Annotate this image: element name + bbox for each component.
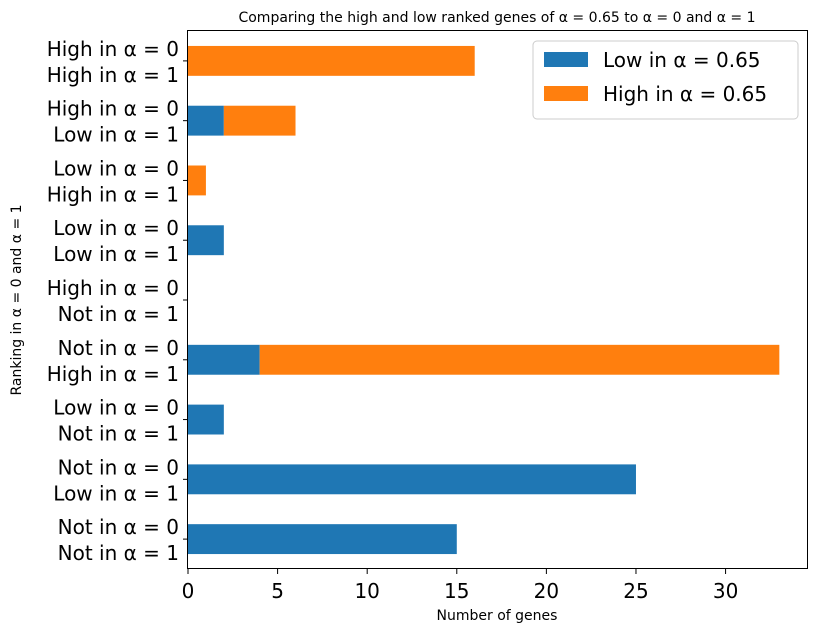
y-tick-label-line1: Low in α = 0 — [53, 216, 179, 240]
bar-low-3 — [188, 225, 224, 256]
bar-high-0 — [188, 45, 475, 76]
y-tick-label-line2: Not in α = 1 — [58, 422, 179, 446]
x-tick-label: 30 — [713, 579, 738, 603]
bar-low-1 — [188, 105, 224, 136]
x-tick-label: 0 — [182, 579, 195, 603]
y-tick-label-line2: Low in α = 1 — [53, 481, 179, 505]
legend-label-low: Low in α = 0.65 — [603, 48, 761, 72]
bar-low-5 — [188, 344, 260, 375]
y-tick-label-line2: High in α = 1 — [47, 63, 179, 87]
y-tick-label-line1: High in α = 0 — [47, 97, 179, 121]
y-tick-label-line2: Not in α = 1 — [58, 302, 179, 326]
x-tick-label: 25 — [623, 579, 648, 603]
bar-low-8 — [188, 524, 457, 555]
x-ticks-group: 0 5 10 15 20 25 30 — [182, 569, 738, 603]
legend: Low in α = 0.65 High in α = 0.65 — [532, 40, 799, 120]
bar-low-6 — [188, 404, 224, 435]
legend-swatch-low — [544, 52, 588, 67]
bar-high-2 — [188, 165, 206, 196]
x-tick-label: 15 — [444, 579, 469, 603]
y-tick-label-line1: Not in α = 0 — [58, 455, 179, 479]
y-tick-label-line1: High in α = 0 — [47, 276, 179, 300]
y-tick-label-line2: Low in α = 1 — [53, 123, 179, 147]
y-tick-label-line2: High in α = 1 — [47, 362, 179, 386]
x-tick-label: 20 — [534, 579, 559, 603]
y-tick-label-line1: Not in α = 0 — [58, 336, 179, 360]
y-tick-label-line1: High in α = 0 — [47, 37, 179, 61]
bar-high-5 — [259, 344, 780, 375]
x-axis-label: Number of genes — [437, 608, 558, 624]
legend-swatch-high — [544, 86, 588, 101]
y-axis-label: Ranking in α = 0 and α = 1 — [9, 204, 25, 395]
y-tick-label-line2: Low in α = 1 — [53, 242, 179, 266]
legend-box — [532, 40, 799, 120]
y-tick-label-line1: Low in α = 0 — [53, 396, 179, 420]
y-tick-label-line1: Not in α = 0 — [58, 515, 179, 539]
plot-frame — [187, 30, 808, 569]
legend-label-high: High in α = 0.65 — [603, 82, 767, 106]
bar-low-7 — [188, 464, 636, 495]
chart-title: Comparing the high and low ranked genes … — [238, 10, 755, 26]
bars-group — [188, 45, 780, 555]
y-tick-label-line2: High in α = 1 — [47, 182, 179, 206]
bar-high-1 — [223, 105, 296, 136]
x-tick-label: 10 — [354, 579, 379, 603]
x-tick-label: 5 — [271, 579, 284, 603]
y-tick-label-line1: Low in α = 0 — [53, 156, 179, 180]
y-tick-label-line2: Not in α = 1 — [58, 541, 179, 565]
